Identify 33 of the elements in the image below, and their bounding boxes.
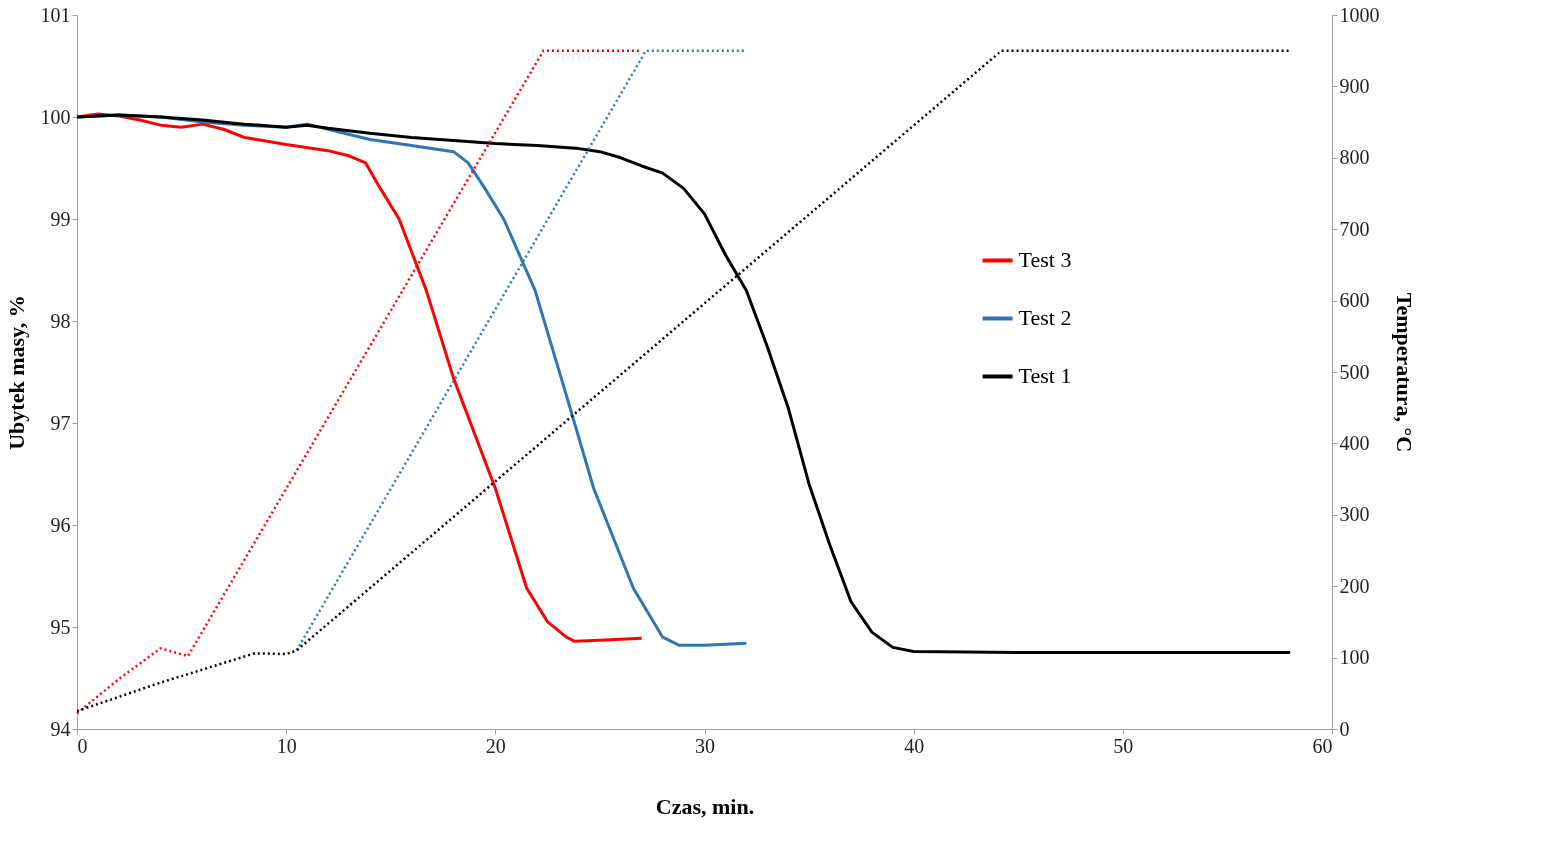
y2-tick-label: 100 (1339, 646, 1370, 669)
y2-tick-label: 800 (1339, 146, 1370, 169)
legend-label: Test 3 (1018, 247, 1072, 273)
x-tick-label: 60 (1312, 734, 1333, 757)
y2-tick-label: 900 (1339, 74, 1370, 97)
y2-axis-title: Temperatura, °C (1391, 292, 1417, 453)
x-tick-label: 20 (485, 734, 506, 757)
y-tick-label: 95 (50, 615, 71, 638)
x-tick-label: 30 (695, 734, 715, 757)
y2-tick-label: 200 (1339, 574, 1370, 597)
legend-label: Test 2 (1018, 305, 1072, 331)
y2-tick-label: 300 (1339, 503, 1370, 526)
legend-label: Test 1 (1018, 363, 1072, 389)
y-tick-label: 97 (50, 411, 71, 434)
y-tick-label: 94 (50, 717, 71, 740)
x-axis-title: Czas, min. (655, 793, 755, 819)
y2-tick-label: 700 (1339, 217, 1370, 240)
x-tick-label: 50 (1113, 734, 1134, 757)
x-tick-label: 10 (276, 734, 297, 757)
y2-tick-label: 500 (1339, 360, 1370, 383)
y2-tick-label: 600 (1339, 289, 1370, 312)
x-tick-label: 0 (77, 734, 88, 757)
y-tick-label: 101 (40, 3, 71, 26)
y-tick-label: 98 (50, 309, 71, 332)
y-tick-label: 100 (40, 105, 71, 128)
y2-tick-label: 0 (1339, 717, 1350, 740)
y-tick-label: 99 (50, 207, 71, 230)
line-series (75, 49, 1292, 713)
y2-tick-label: 400 (1339, 431, 1370, 454)
y-axis-title: Ubytek masy, % (3, 295, 29, 450)
y-tick-label: 96 (50, 513, 71, 536)
y2-tick-label: 1000 (1339, 3, 1380, 26)
x-tick-label: 40 (904, 734, 925, 757)
